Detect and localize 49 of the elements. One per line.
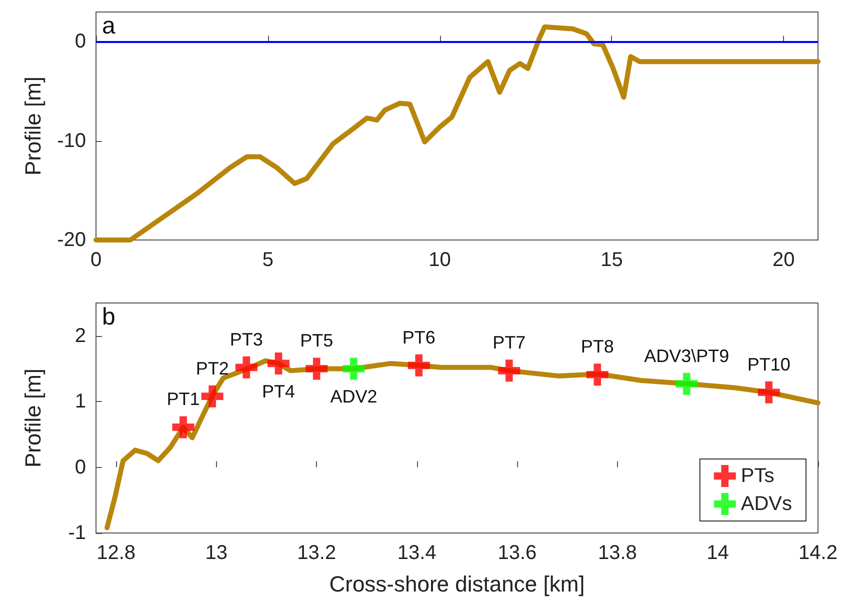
x-tick-label: 12.8: [96, 542, 136, 564]
x-tick-label: 13.6: [498, 542, 537, 564]
annotation: PT5: [300, 330, 334, 351]
y-tick-label: 1: [74, 390, 86, 413]
y-axis-title: Profile [m]: [20, 76, 46, 176]
y-tick-label: 0: [74, 30, 86, 53]
annotation: PT1: [166, 389, 200, 410]
point: [408, 354, 430, 376]
y-axis-title: Profile [m]: [20, 368, 46, 468]
x-tick-label: 14.2: [798, 542, 838, 564]
point: [342, 358, 365, 380]
y-tick-label: -1: [68, 522, 86, 544]
annotation: ADV2: [330, 386, 378, 407]
x-tick-label: 13: [205, 542, 228, 564]
point: [498, 360, 520, 382]
annotation: PT3: [230, 329, 263, 350]
annotation: PT4: [262, 381, 296, 402]
annotation: PT8: [580, 336, 614, 357]
x-tick-label: 20: [772, 249, 795, 271]
x-tick-label: 15: [600, 249, 623, 271]
annotation: a: [102, 12, 116, 40]
y-tick-label: 2: [74, 324, 86, 347]
point: [201, 385, 224, 408]
point: [676, 372, 698, 395]
x-tick-label: 14: [706, 542, 729, 564]
x-axis-title: Cross-shore distance [km]: [329, 572, 585, 596]
x-tick-label: 0: [90, 249, 102, 271]
annotation: PT7: [492, 332, 526, 353]
point: [235, 356, 258, 378]
y-tick-label: -10: [57, 130, 86, 152]
annotation: PT10: [747, 354, 790, 374]
point: [306, 358, 328, 380]
annotation: PT6: [402, 327, 436, 348]
annotation: PT2: [196, 358, 229, 378]
x-tick-label: 13.4: [397, 542, 436, 564]
legend-label: PTs: [740, 465, 774, 487]
y-tick-label: -20: [57, 229, 86, 251]
point: [268, 352, 290, 374]
point: [586, 364, 608, 386]
point: [758, 381, 780, 404]
x-tick-label: 13.8: [598, 542, 637, 564]
x-tick-label: 13.2: [297, 542, 336, 564]
x-tick-label: 5: [262, 249, 274, 271]
annotation: b: [102, 304, 116, 330]
y-tick-label: 0: [74, 456, 86, 478]
point: [172, 416, 194, 438]
legend-label: ADVs: [740, 493, 792, 515]
annotation: ADV3\PT9: [644, 346, 730, 366]
x-tick-label: 10: [428, 249, 451, 271]
